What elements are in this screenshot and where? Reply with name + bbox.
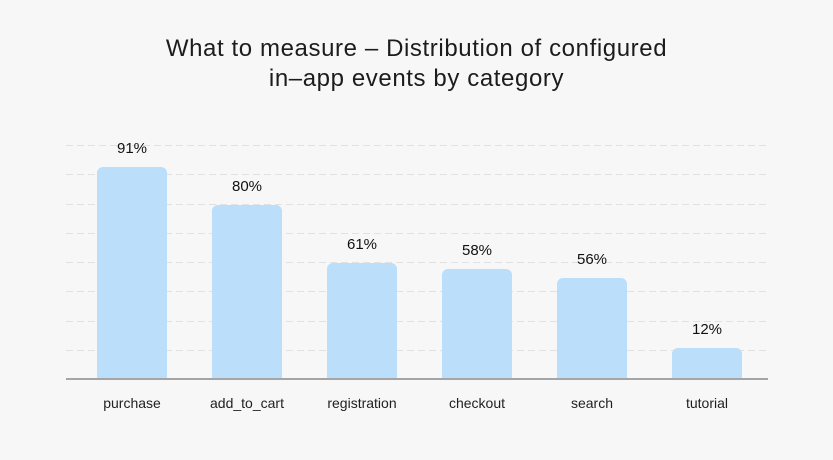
x-axis-label: checkout [448,395,506,411]
gridline [66,321,768,322]
bar-purchase [97,167,167,379]
x-axis-label: purchase [103,395,161,411]
bar-checkout [442,269,512,379]
gridline [66,174,768,175]
gridline [66,233,768,234]
x-axis-label: add_to_cart [210,395,284,411]
bar-value-label: 91% [116,140,148,157]
x-axis-line [66,378,768,380]
bar-value-label: 80% [231,178,263,195]
bar-value-label: 12% [691,321,723,338]
bar-search [557,278,627,379]
gridline [66,291,768,292]
x-axis-label: search [570,395,614,411]
x-axis-label: registration [327,395,397,411]
bar-value-label: 58% [461,242,493,259]
bar-tutorial [672,348,742,379]
chart-title-line-1: What to measure – Distribution of config… [165,35,668,62]
bar-add_to_cart [212,205,282,379]
bar-value-label: 56% [576,251,608,268]
gridline [66,204,768,205]
bar-registration [327,263,397,379]
chart-title: What to measure – Distribution of config… [0,34,833,94]
gridline [66,350,768,351]
gridline [66,262,768,263]
chart-title-line-2: in–app events by category [268,65,565,92]
bar-value-label: 61% [346,236,378,253]
x-axis-label: tutorial [685,395,729,411]
gridline [66,145,768,146]
